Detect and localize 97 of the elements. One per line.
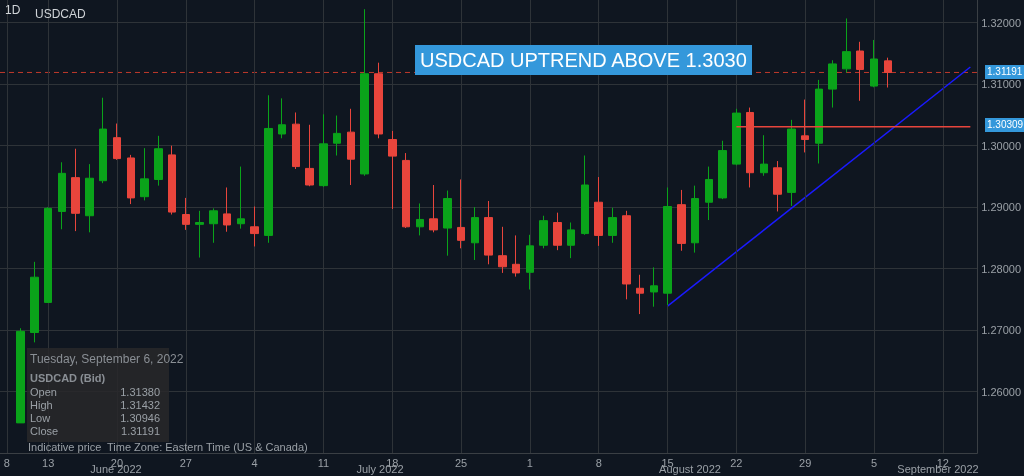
candlestick	[140, 147, 149, 201]
x-tick-label: 1	[526, 456, 533, 469]
candlestick	[718, 140, 727, 200]
candlestick	[581, 155, 589, 236]
candlestick	[553, 212, 562, 251]
y-tick-label: 1.26000	[981, 385, 1021, 398]
candlestick	[526, 234, 534, 290]
candlestick	[292, 111, 300, 170]
annotation: High	[30, 399, 53, 412]
candlestick	[182, 197, 190, 231]
candlestick	[484, 200, 493, 265]
candlestick	[842, 17, 851, 74]
annotation: USDCAD UPTREND ABOVE 1.3030	[415, 45, 752, 75]
annotation: Indicative price	[28, 441, 102, 454]
candlestick	[113, 123, 121, 161]
x-tick-label: 8	[3, 456, 10, 469]
candlestick	[44, 206, 52, 304]
x-tick-label: 22	[730, 456, 743, 469]
annotation: Close	[30, 425, 59, 438]
x-tick-label: 13	[42, 456, 55, 469]
candlestick	[402, 152, 410, 229]
candlestick	[154, 135, 163, 187]
candlestick	[58, 161, 66, 230]
annotation: 1.31380	[120, 386, 160, 399]
annotation: 1.31432	[120, 399, 160, 412]
candlestick	[333, 115, 341, 157]
candlestick	[539, 215, 548, 249]
candlestick	[636, 274, 644, 315]
candlestick	[512, 234, 520, 278]
candlestick	[388, 130, 397, 210]
x-tick-label: 11	[317, 456, 330, 469]
candlestick	[870, 39, 878, 88]
candlestick	[856, 41, 864, 102]
candlestick	[884, 57, 892, 89]
candlestick	[787, 119, 796, 207]
y-tick-label: 1.30000	[981, 139, 1021, 152]
text: 1.30309	[985, 118, 1024, 132]
candlestick	[223, 186, 231, 233]
candlestick	[99, 97, 107, 184]
candlestick	[347, 108, 355, 186]
candlestick	[443, 190, 452, 257]
candlestick	[168, 145, 176, 216]
candlestick	[195, 210, 204, 259]
x-tick-label: 25	[454, 456, 468, 469]
x-tick-label: 8	[595, 456, 602, 469]
text: USDCAD	[35, 7, 87, 21]
candlestick	[828, 59, 837, 109]
y-tick-label: 1.28000	[981, 262, 1021, 275]
candlestick	[622, 210, 631, 300]
candlestick	[85, 163, 94, 233]
candlestick	[815, 79, 823, 164]
candlestick	[127, 154, 135, 205]
ref-line-label: 1.31191	[985, 65, 1024, 80]
candlestick	[608, 207, 617, 244]
candlestick	[209, 207, 218, 244]
x-tick-label: 29	[799, 456, 812, 469]
y-tick-label: 1.29000	[981, 201, 1021, 214]
annotation: Tuesday, September 6, 2022	[30, 352, 184, 366]
candlestick	[760, 134, 768, 177]
y-tick-label: 1.31000	[981, 78, 1021, 91]
candlestick	[471, 206, 479, 261]
candlestick	[16, 327, 25, 424]
x-tick-label: 4	[251, 456, 258, 469]
candlestick	[71, 148, 80, 232]
candlestick	[705, 166, 713, 221]
annotation: Open	[30, 386, 57, 399]
y-tick-label: 1.27000	[981, 324, 1021, 337]
candlestick	[250, 206, 259, 247]
candlestick	[30, 261, 39, 343]
candlestick	[264, 94, 273, 244]
candlestick	[773, 160, 782, 212]
annotation: 1.30946	[120, 412, 160, 425]
x-tick-label: 27	[179, 456, 192, 469]
candlestick	[567, 222, 575, 259]
annotation: Low	[30, 412, 51, 425]
y-tick-label: 1.32000	[981, 16, 1021, 29]
candlestick	[677, 189, 686, 252]
candlestick	[732, 108, 741, 166]
candlestick	[429, 184, 438, 233]
candlestick	[305, 124, 314, 187]
candlestick	[319, 113, 328, 188]
candlestick	[594, 176, 603, 247]
candlestick	[457, 178, 465, 249]
annotation: 1D	[5, 3, 21, 17]
x-tick-label: 5	[870, 456, 878, 469]
candlestick	[374, 62, 383, 139]
candlestick	[237, 166, 245, 230]
annotation: USDCAD (Bid)	[30, 372, 106, 385]
candlestick	[360, 8, 369, 177]
candlestick	[663, 186, 672, 306]
candlestick	[498, 226, 507, 274]
candlestick	[650, 266, 658, 308]
candlestick	[691, 185, 699, 254]
candlestick	[416, 202, 424, 236]
annotation: Time Zone: Eastern Time (US & Canada)	[107, 441, 308, 454]
candlestick	[278, 97, 286, 139]
annotation: 1.31191	[121, 425, 160, 438]
